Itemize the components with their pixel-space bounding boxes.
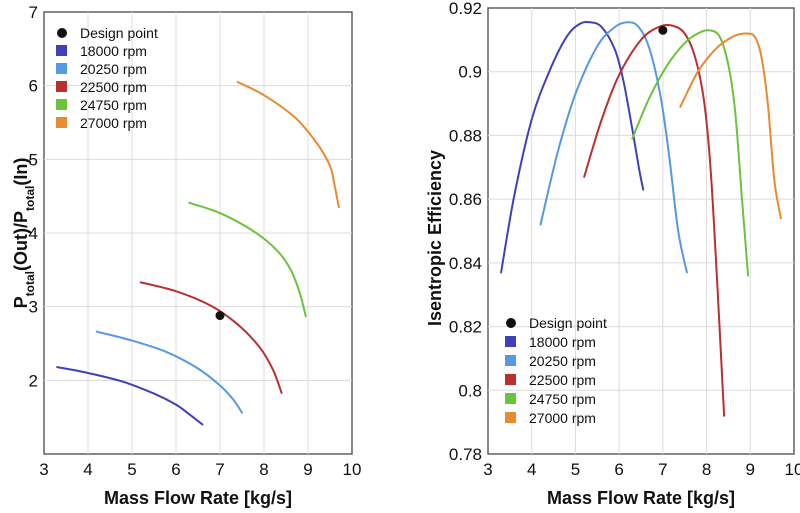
design-point-marker	[658, 25, 668, 35]
series-line-24750	[188, 201, 307, 318]
series-line-24750	[631, 29, 750, 277]
x-tick-label: 4	[527, 460, 536, 479]
series-line-20250	[95, 330, 243, 414]
pressure-ratio-x-axis-label: Mass Flow Rate [kg/s]	[104, 488, 292, 508]
y-tick-label: 0.9	[458, 63, 482, 82]
legend-label-20250: 20250 rpm	[80, 61, 147, 77]
legend-label-22500: 22500 rpm	[80, 79, 147, 95]
y-tick-label: 3	[29, 298, 38, 317]
series-line-27000	[236, 81, 340, 209]
pressure-ratio-grid	[44, 12, 352, 454]
efficiency-grid	[488, 8, 794, 454]
legend-label-24750: 24750 rpm	[80, 97, 147, 113]
series-line-22500	[139, 281, 283, 394]
series-line-18000	[56, 366, 204, 426]
series-line-18000	[500, 20, 645, 274]
efficiency-chart: 3 4 5 6 7 8 9 10 0.78 0.8 0.82 0.84 0.86 0.88 0.9 0.92…	[425, 0, 800, 508]
pressure-ratio-legend: Design point 18000 rpm 20250 rpm 22500 r…	[56, 25, 158, 131]
x-tick-label: 8	[702, 460, 711, 479]
legend-swatch-27000	[505, 412, 516, 423]
design-point-marker	[215, 311, 225, 321]
efficiency-design-point-group	[658, 25, 668, 35]
legend-swatch-18000	[505, 336, 516, 347]
legend-label-18000: 18000 rpm	[80, 43, 147, 59]
y-tick-label: 0.78	[449, 445, 482, 464]
series-line-27000	[679, 32, 782, 220]
efficiency-legend: Design point 18000 rpm 20250 rpm 22500 r…	[505, 315, 607, 426]
y-tick-label: 0.82	[449, 318, 482, 337]
x-tick-label: 5	[127, 460, 136, 479]
y-tick-label: 0.84	[449, 254, 482, 273]
legend-design-point-marker	[57, 28, 67, 38]
legend-label-27000: 27000 rpm	[529, 410, 596, 426]
legend-swatch-27000	[56, 117, 67, 128]
legend-swatch-24750	[56, 99, 67, 110]
x-tick-label: 6	[171, 460, 180, 479]
x-tick-label: 10	[343, 460, 362, 479]
pressure-ratio-y-ticks: 2 3 4 5 6 7	[29, 3, 38, 390]
y-tick-label: 2	[29, 371, 38, 390]
legend-design-point-label: Design point	[80, 25, 158, 41]
efficiency-series	[500, 20, 782, 417]
pressure-ratio-design-point-group	[215, 311, 225, 321]
pressure-ratio-chart: 3 4 5 6 7 8 9 10 2 3 4 5 6 7 Mass Flow Rate [kg/s] P…	[11, 3, 361, 508]
series-line-20250	[539, 21, 688, 274]
x-tick-label: 3	[483, 460, 492, 479]
x-tick-label: 10	[785, 460, 800, 479]
x-tick-label: 9	[746, 460, 755, 479]
efficiency-y-axis-label: Isentropic Efficiency	[425, 150, 445, 326]
y-tick-label: 7	[29, 3, 38, 22]
pressure-ratio-series	[56, 81, 340, 426]
efficiency-x-axis-label: Mass Flow Rate [kg/s]	[547, 488, 735, 508]
series-line-22500	[583, 23, 726, 417]
y-tick-label: 0.86	[449, 190, 482, 209]
legend-swatch-22500	[505, 374, 516, 385]
y-tick-label: 4	[29, 224, 38, 243]
pressure-ratio-y-axis-label: Ptotal(Out)/Ptotal(In)	[11, 158, 37, 309]
legend-swatch-18000	[56, 45, 67, 56]
x-tick-label: 3	[39, 460, 48, 479]
legend-swatch-20250	[505, 355, 516, 366]
y-tick-label: 0.88	[449, 126, 482, 145]
x-tick-label: 7	[215, 460, 224, 479]
y-tick-label: 6	[29, 77, 38, 96]
legend-design-point-marker	[506, 318, 516, 328]
legend-swatch-24750	[505, 393, 516, 404]
x-tick-label: 8	[259, 460, 268, 479]
efficiency-plot-area	[487, 7, 795, 455]
legend-label-24750: 24750 rpm	[529, 391, 596, 407]
pressure-ratio-x-ticks: 3 4 5 6 7 8 9 10	[39, 460, 361, 479]
x-tick-label: 6	[614, 460, 623, 479]
y-tick-label: 0.92	[449, 0, 482, 18]
legend-swatch-22500	[56, 81, 67, 92]
efficiency-x-ticks: 3 4 5 6 7 8 9 10	[483, 460, 800, 479]
y-tick-label: 0.8	[458, 381, 482, 400]
legend-design-point-label: Design point	[529, 315, 607, 331]
x-tick-label: 9	[303, 460, 312, 479]
legend-label-18000: 18000 rpm	[529, 334, 596, 350]
legend-swatch-20250	[56, 63, 67, 74]
x-tick-label: 5	[571, 460, 580, 479]
legend-label-20250: 20250 rpm	[529, 353, 596, 369]
y-tick-label: 5	[29, 150, 38, 169]
legend-label-22500: 22500 rpm	[529, 372, 596, 388]
x-tick-label: 7	[658, 460, 667, 479]
x-tick-label: 4	[83, 460, 92, 479]
legend-label-27000: 27000 rpm	[80, 115, 147, 131]
efficiency-y-ticks: 0.78 0.8 0.82 0.84 0.86 0.88 0.9 0.92	[449, 0, 482, 464]
